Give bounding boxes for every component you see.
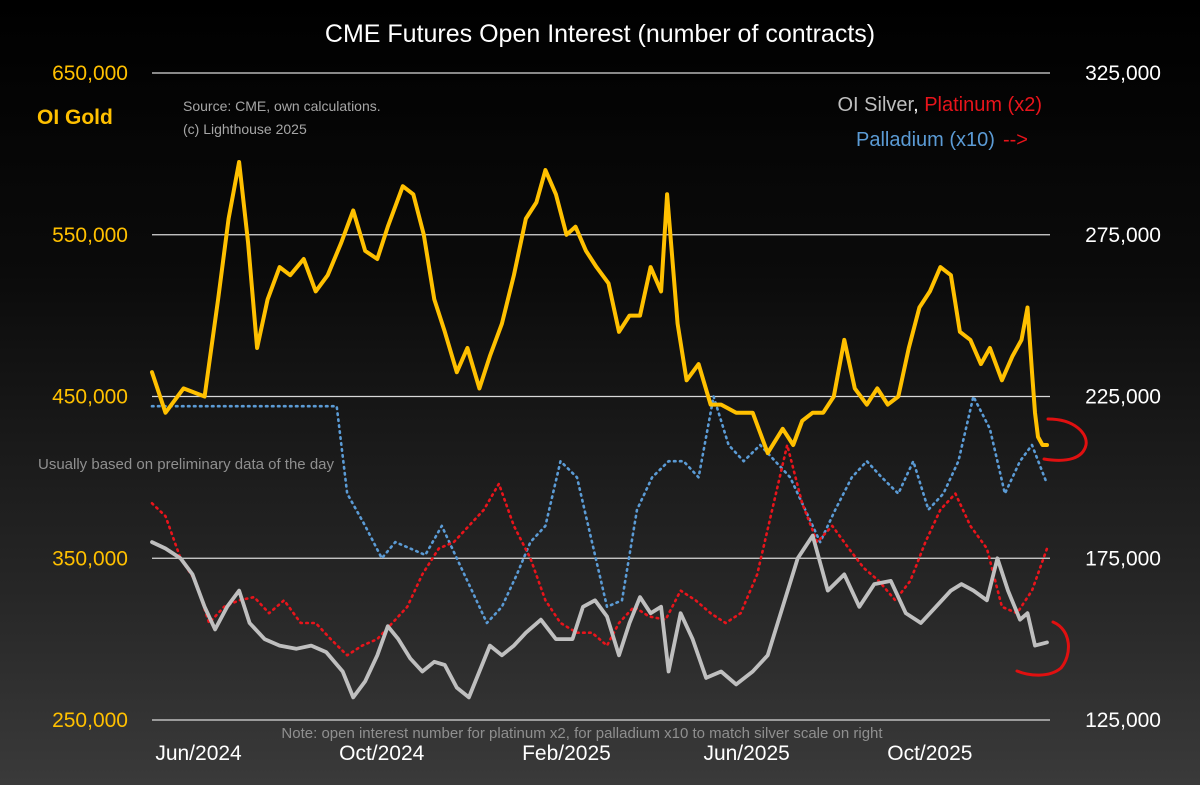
copyright-text: (c) Lighthouse 2025 [183, 121, 307, 137]
left-tick-label: 450,000 [52, 386, 128, 409]
legend-palladium-line: Palladium (x10) --> [856, 129, 1028, 151]
gold-annotation-circle [1042, 417, 1088, 462]
source-text: Source: CME, own calculations. [183, 98, 381, 114]
right-tick-label: 125,000 [1085, 709, 1161, 732]
legend-arrow: --> [1003, 129, 1028, 151]
left-tick-label: 250,000 [52, 709, 128, 732]
left-tick-label: 650,000 [52, 62, 128, 85]
left-axis-label: OI Gold [37, 106, 113, 129]
legend-silver-platinum: OI Silver, Platinum (x2) [837, 94, 1042, 116]
gridlines [152, 72, 1050, 721]
x-tick-label: Feb/2025 [522, 742, 611, 765]
right-tick-label: 325,000 [1085, 62, 1161, 85]
left-axis-ticks: 250,000 350,000 450,000 550,000 650,000 [52, 62, 128, 732]
x-tick-label: Jun/2025 [703, 742, 789, 765]
legend-palladium: Palladium (x10) [856, 129, 995, 151]
right-tick-label: 175,000 [1085, 547, 1161, 570]
left-tick-label: 550,000 [52, 224, 128, 247]
legend-platinum: Platinum (x2) [924, 94, 1042, 116]
daily-note: Usually based on preliminary data of the… [38, 456, 335, 473]
silver-series-line [150, 533, 1049, 700]
right-tick-label: 225,000 [1085, 386, 1161, 409]
left-tick-label: 350,000 [52, 547, 128, 570]
series-layer [150, 160, 1049, 700]
silver-annotation-circle [1015, 620, 1070, 677]
palladium-series-line [150, 395, 1049, 625]
x-tick-label: Oct/2025 [887, 742, 972, 765]
chart-title: CME Futures Open Interest (number of con… [325, 20, 875, 48]
right-tick-label: 275,000 [1085, 224, 1161, 247]
platinum-series-line [150, 443, 1049, 657]
gold-series-line [150, 160, 1049, 456]
x-axis-ticks: Jun/2024 Oct/2024 Feb/2025 Jun/2025 Oct/2025 [155, 742, 972, 765]
scale-note: Note: open interest number for platinum … [281, 725, 883, 742]
legend-separator: , [913, 94, 924, 116]
x-tick-label: Oct/2024 [339, 742, 425, 765]
legend-silver: OI Silver [837, 94, 914, 116]
x-tick-label: Jun/2024 [155, 742, 242, 765]
right-axis-ticks: 125,000 175,000 225,000 275,000 325,000 [1085, 62, 1161, 732]
